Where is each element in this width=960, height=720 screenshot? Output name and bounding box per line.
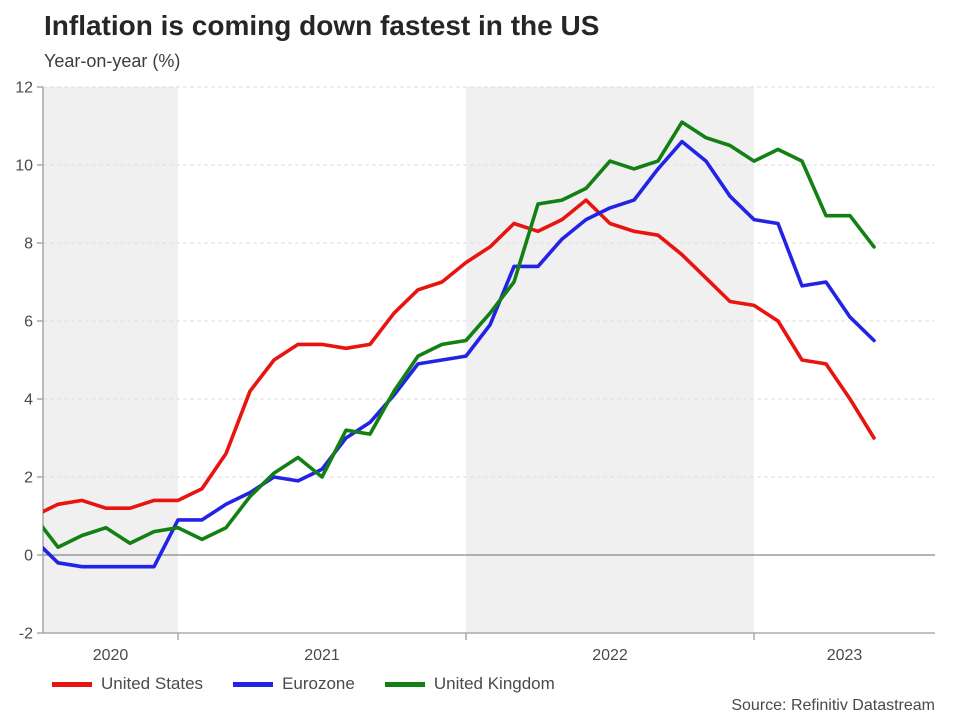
y-tick-label: 6 bbox=[24, 314, 33, 331]
year-band bbox=[43, 87, 178, 633]
y-tick-label: 10 bbox=[15, 158, 33, 175]
y-tick-label: 8 bbox=[24, 236, 33, 253]
x-year-label: 2020 bbox=[93, 647, 129, 664]
y-tick-label: 12 bbox=[15, 80, 33, 97]
series-line-united-states bbox=[43, 198, 876, 514]
source-attribution: Source: Refinitiv Datastream bbox=[731, 697, 935, 714]
year-band bbox=[466, 87, 754, 633]
y-tick-label: 4 bbox=[24, 392, 33, 409]
legend-swatch-united-kingdom bbox=[384, 681, 425, 687]
x-year-label: 2021 bbox=[304, 647, 340, 664]
chart-title: Inflation is coming down fastest in the … bbox=[44, 10, 600, 41]
series-line-united-kingdom bbox=[43, 120, 876, 550]
chart-subtitle: Year-on-year (%) bbox=[44, 51, 181, 71]
legend-item-united-states: United States bbox=[52, 674, 203, 694]
legend-swatch-united-states bbox=[52, 681, 92, 687]
legend-label-united-kingdom: United Kingdom bbox=[433, 674, 555, 693]
legend-item-eurozone: Eurozone bbox=[233, 674, 355, 694]
x-year-label: 2023 bbox=[827, 647, 863, 664]
legend-swatch-eurozone bbox=[233, 681, 274, 687]
legend-item-united-kingdom: United Kingdom bbox=[384, 674, 555, 694]
y-tick-label: -2 bbox=[19, 626, 33, 643]
legend-label-united-states: United States bbox=[101, 674, 204, 693]
y-tick-label: 0 bbox=[24, 548, 33, 565]
legend-label-eurozone: Eurozone bbox=[282, 674, 355, 693]
y-tick-label: 2 bbox=[24, 470, 33, 487]
x-year-label: 2022 bbox=[592, 647, 628, 664]
chart-legend: United States Eurozone United Kingdom bbox=[52, 674, 585, 694]
